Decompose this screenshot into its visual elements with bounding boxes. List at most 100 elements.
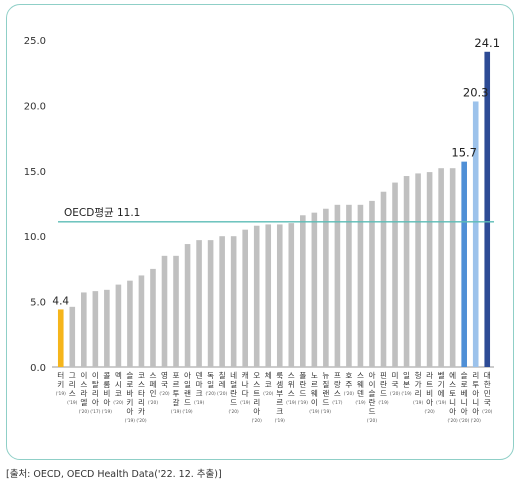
- bar: [253, 225, 260, 367]
- category-year-label: ('19): [355, 400, 366, 406]
- category-year-label: ('19): [182, 409, 193, 415]
- bar: [300, 215, 306, 367]
- bar: [242, 229, 248, 367]
- category-year-label: ('20): [390, 391, 401, 397]
- category-year-label: ('19): [275, 418, 286, 424]
- bar: [138, 275, 145, 367]
- category-year-label: ('20): [367, 418, 378, 424]
- category-year-label: ('19): [194, 400, 205, 406]
- bar: [334, 204, 341, 367]
- category-year-label: ('19): [309, 409, 320, 415]
- category-year-label: ('19): [171, 409, 182, 415]
- category-year-label: ('20): [448, 418, 459, 424]
- y-tick-label: 20.0: [24, 101, 46, 112]
- bar: [57, 309, 64, 367]
- bar: [392, 182, 398, 367]
- category-year-label: ('19): [125, 418, 136, 424]
- bar: [323, 208, 329, 367]
- category-year-label: ('20): [459, 418, 470, 424]
- bar: [461, 161, 467, 367]
- bar: [161, 255, 168, 367]
- bar: [369, 200, 375, 367]
- bar: [196, 240, 202, 367]
- category-year-label: ('19): [286, 400, 297, 406]
- bar: [265, 224, 272, 367]
- data-label: 15.7: [451, 146, 477, 160]
- category-year-label: ('20): [159, 391, 170, 397]
- bar: [484, 51, 491, 367]
- bar: [207, 240, 214, 367]
- category-year-label: ('19): [240, 400, 251, 406]
- category-year-label: ('20): [344, 391, 355, 397]
- y-tick-label: 10.0: [24, 232, 46, 243]
- category-year-label: ('20): [229, 409, 240, 415]
- bar: [438, 168, 444, 367]
- bar: [219, 236, 225, 367]
- category-year-label: ('20): [136, 418, 147, 424]
- category-year-label: ('20): [148, 400, 159, 406]
- category-year-label: ('20): [424, 409, 435, 415]
- category-year-label: ('19): [378, 400, 389, 406]
- bar: [173, 255, 179, 367]
- category-year-label: ('20): [205, 391, 216, 397]
- category-year-label: ('20): [113, 400, 124, 406]
- data-label: 20.3: [463, 85, 489, 99]
- category-year-label: ('19): [436, 400, 447, 406]
- bar: [92, 291, 99, 367]
- category-year-label: ('19): [56, 391, 67, 397]
- y-tick-label: 25.0: [24, 36, 46, 47]
- oecd-average-label: OECD평균 11.1: [64, 207, 140, 219]
- bar: [357, 204, 364, 367]
- category-year-label: ('20): [252, 418, 263, 424]
- y-tick-label: 15.0: [24, 167, 46, 178]
- data-label: 4.4: [52, 295, 69, 307]
- category-year-label: ('20): [471, 418, 482, 424]
- bar: [472, 101, 479, 367]
- bar: [69, 306, 76, 367]
- category-year-label: ('19): [321, 409, 332, 415]
- source-note: [출처: OECD, OECD Health Data('22. 12. 추출)…: [6, 469, 222, 480]
- bar: [346, 204, 352, 367]
- bar: [127, 280, 133, 367]
- category-year-label: ('19): [401, 391, 412, 397]
- category-year-label: ('19): [413, 400, 424, 406]
- bar: [276, 224, 283, 367]
- bar: [449, 168, 456, 367]
- bar: [184, 244, 191, 367]
- bar: [380, 191, 387, 367]
